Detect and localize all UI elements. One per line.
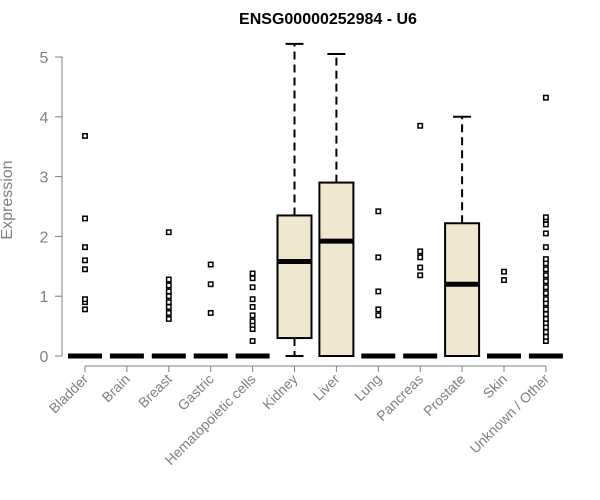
outlier-point: [542, 244, 549, 251]
outlier-point: [542, 221, 549, 228]
x-tick-label: Breast: [135, 371, 175, 411]
outlier-point: [165, 299, 172, 306]
outlier-point: [249, 318, 256, 325]
outlier-point: [165, 309, 172, 316]
outlier-point: [542, 278, 549, 285]
outlier-point: [542, 315, 549, 322]
outlier-point: [542, 329, 549, 336]
outlier-point: [542, 333, 549, 340]
box-group: [318, 53, 355, 357]
box-group: [528, 94, 563, 359]
outlier-point: [165, 293, 172, 300]
chart-title: ENSG00000252984 - U6: [239, 11, 417, 28]
outlier-point: [375, 288, 382, 295]
y-tick-label: 3: [40, 170, 49, 187]
y-tick-label: 0: [40, 349, 49, 366]
x-tick-label: Lung: [351, 371, 384, 404]
outlier-point: [207, 261, 214, 268]
x-tick-label: Brain: [99, 371, 133, 405]
outlier-point: [375, 254, 382, 261]
box-group: [68, 132, 102, 359]
outlier-point: [542, 290, 549, 297]
y-axis-label: Expression: [0, 160, 16, 239]
plot-area: [68, 42, 563, 359]
box-group: [193, 261, 228, 359]
outlier-point: [165, 315, 172, 322]
y-tick-label: 2: [40, 229, 49, 246]
box-group: [487, 268, 521, 359]
outlier-point: [542, 272, 549, 279]
x-tick-label: Kidney: [259, 371, 301, 413]
outlier-point: [82, 306, 88, 313]
outlier-point: [375, 312, 382, 319]
y-tick-label: 5: [40, 50, 49, 67]
outlier-point: [82, 296, 88, 303]
outlier-point: [417, 272, 424, 279]
box-group: [444, 115, 481, 357]
box-group: [361, 208, 396, 359]
outlier-point: [82, 215, 88, 222]
x-tick-label: Unknown / Other: [466, 371, 552, 457]
box-iqr: [276, 214, 313, 340]
outlier-point: [501, 277, 507, 284]
outlier-point: [165, 304, 172, 310]
outlier-point: [417, 264, 424, 271]
outlier-point: [249, 284, 256, 291]
box-group: [403, 122, 438, 359]
outlier-point: [207, 281, 214, 288]
y-tick-label: 4: [40, 110, 49, 127]
outlier-point: [417, 248, 424, 255]
y-tick-label: 1: [40, 289, 49, 306]
outlier-point: [501, 268, 507, 275]
outlier-point: [542, 94, 549, 101]
outlier-point: [249, 312, 256, 319]
outlier-point: [375, 208, 382, 215]
box-iqr: [318, 181, 355, 357]
outlier-point: [542, 306, 549, 313]
outlier-point: [165, 282, 172, 289]
box-group: [151, 229, 186, 359]
outlier-point: [542, 311, 549, 318]
outlier-point: [82, 244, 88, 251]
y-axis: 0 1 2 3 4 5: [40, 50, 63, 366]
outlier-point: [542, 214, 549, 221]
outlier-point: [542, 266, 549, 273]
outlier-point: [165, 276, 172, 283]
outlier-point: [249, 338, 256, 345]
outlier-point: [417, 254, 424, 261]
x-tick-label: Liver: [310, 371, 343, 404]
outlier-point: [542, 284, 549, 291]
outlier-point: [165, 288, 172, 295]
outlier-point: [165, 229, 172, 236]
outlier-point: [207, 309, 214, 316]
outlier-point: [249, 296, 256, 303]
outlier-point: [82, 266, 88, 273]
box-group: [276, 42, 313, 357]
outlier-point: [542, 230, 549, 237]
outlier-point: [417, 122, 424, 129]
x-tick-label: Skin: [480, 371, 511, 402]
outlier-point: [542, 256, 549, 263]
outlier-point: [375, 306, 382, 313]
x-tick-label: Bladder: [46, 371, 92, 417]
outlier-point: [82, 132, 88, 139]
box-group: [235, 270, 270, 359]
outlier-point: [249, 275, 256, 282]
x-tick-label: Prostate: [420, 371, 468, 419]
x-tick-label: Pancreas: [373, 371, 426, 424]
box-iqr: [444, 222, 481, 357]
outlier-point: [249, 304, 256, 310]
outlier-point: [542, 296, 549, 303]
outlier-point: [82, 257, 88, 264]
outlier-point: [249, 270, 256, 277]
